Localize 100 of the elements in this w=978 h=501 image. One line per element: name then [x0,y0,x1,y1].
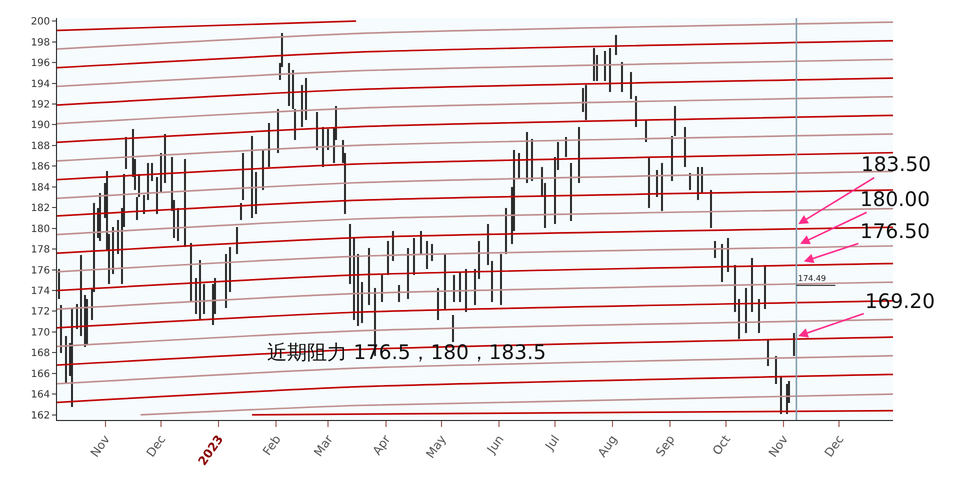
bar [474,269,476,305]
bar [305,78,307,120]
annotation: 169.20 [865,289,935,313]
bar [349,224,351,284]
bar [255,172,257,214]
y-tick-label: 176 [30,265,50,276]
bar [353,238,355,320]
bar [99,193,101,241]
y-tick-label: 194 [30,78,50,90]
x-tick-label: Jul [542,432,562,454]
y-tick-label: 186 [30,162,50,173]
bar [609,48,611,92]
bar [301,85,303,127]
bar [593,48,595,81]
bar [444,254,446,309]
bar [526,132,528,183]
y-tick-label: 168 [30,348,50,360]
bar [786,384,788,414]
bar [381,275,383,302]
bar [327,129,329,150]
bar [387,241,389,275]
y-tick-label: 188 [30,140,50,152]
y-tick-label: 184 [30,182,50,194]
bar [288,63,290,106]
bar [398,285,400,302]
y-tick-label: 164 [30,390,50,401]
bar [203,284,205,314]
bar [661,163,663,211]
bar [251,136,253,218]
y-tick-label: 198 [30,37,50,48]
bar [578,127,580,183]
bar [407,248,409,299]
bar [80,255,82,336]
bar [565,137,567,157]
bar [674,106,676,136]
bar [684,127,686,167]
bar [431,244,433,261]
x-tick-label: Sep [652,432,678,460]
y-tick-label: 170 [30,327,50,338]
bar [689,173,691,190]
y-tick-label: 180 [30,224,50,235]
bar [361,282,363,323]
bar [86,299,88,345]
bar [604,51,606,81]
y-tick-label: 182 [30,203,50,214]
bar [459,272,461,302]
bar [478,241,480,279]
bar [420,231,422,254]
bar [184,159,186,247]
annotation: 176.50 [860,219,930,243]
bar [156,177,158,214]
bar [190,243,192,301]
bar [615,35,617,55]
bar [240,203,242,220]
annotation: 174.49 [798,274,826,283]
y-tick-label: 172 [30,306,50,318]
bar [518,153,520,178]
bar [701,167,703,193]
y-tick-label: 166 [30,368,50,380]
bar [738,299,740,339]
annotation: 183.50 [861,152,931,176]
bar [585,85,587,120]
bar [500,254,502,305]
y-tick-label: 190 [30,120,50,132]
bar [793,333,795,356]
bar [151,163,153,181]
bar [357,254,359,326]
x-tick-label: Oct [710,432,734,458]
y-tick-label: 200 [30,16,50,28]
bar [368,248,370,305]
bar [630,72,632,99]
bar [437,288,439,320]
x-tick-label: Jun [484,432,507,457]
bar [84,295,86,347]
y-tick-label: 192 [30,99,50,110]
bar [136,197,138,220]
y-tick-label: 174 [30,286,50,297]
y-tick-label: 196 [30,58,50,70]
bar [426,241,428,269]
x-tick-label: Feb [260,432,284,458]
bar [225,254,227,308]
bar [452,315,454,342]
y-tick-label: 162 [30,410,50,422]
bar [229,247,231,292]
bar [236,227,238,254]
bar [648,157,650,208]
y-tick-label: 178 [30,244,50,256]
bar [751,258,753,312]
bar [112,227,114,274]
bar [413,238,415,275]
bar [635,96,637,127]
bar [453,275,455,302]
bar [745,288,747,333]
bar [164,134,166,183]
bar [177,208,179,241]
bar [292,70,294,109]
annotation: 180.00 [860,187,930,211]
bar [268,123,270,167]
bar [714,241,716,258]
bar [125,137,127,169]
